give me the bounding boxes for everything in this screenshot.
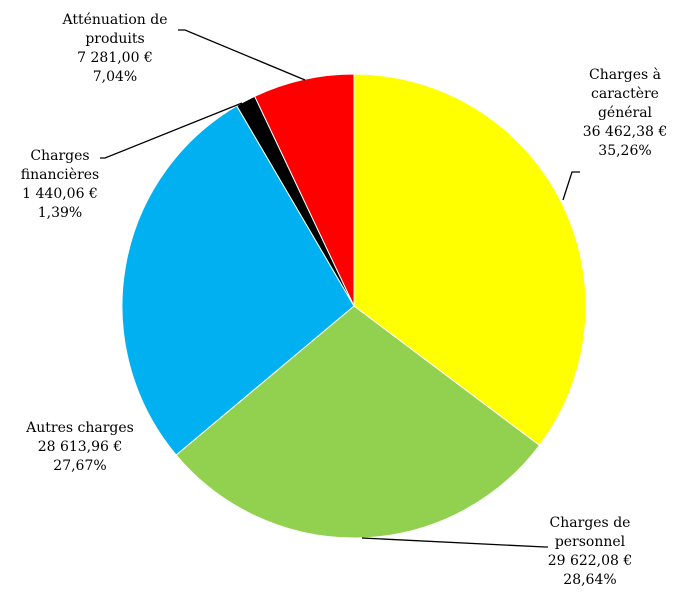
label-name: Atténuation de produits	[62, 12, 168, 47]
slice	[175, 305, 541, 539]
label-value: 1 440,06 €	[22, 186, 98, 202]
label-value: 29 622,08 €	[547, 553, 633, 569]
data-label: Autres charges 28 613,96 € 27,67%	[10, 419, 150, 476]
label-name: Charges à caractère général	[589, 67, 661, 121]
label-name: Charges de personnel	[549, 515, 631, 550]
label-percent: 7,04%	[92, 69, 138, 85]
slice	[353, 73, 587, 447]
leader-line	[562, 171, 580, 201]
label-percent: 27,67%	[53, 458, 107, 474]
leader-line	[178, 29, 306, 81]
data-label: Charges financières 1 440,06 € 1,39%	[5, 147, 115, 223]
leader-line	[100, 102, 243, 159]
slice	[121, 105, 355, 456]
label-percent: 1,39%	[37, 205, 83, 221]
label-value: 7 281,00 €	[77, 50, 153, 66]
data-label: Atténuation de produits 7 281,00 € 7,04%	[40, 11, 190, 87]
data-label: Charges à caractère général 36 462,38 € 35…	[575, 66, 675, 161]
leader-line	[361, 537, 548, 548]
label-value: 28 613,96 €	[37, 439, 123, 455]
label-name: Autres charges	[26, 420, 134, 436]
data-label: Charges de personnel 29 622,08 € 28,64%	[540, 514, 640, 590]
label-value: 36 462,38 €	[582, 124, 668, 140]
label-percent: 35,26%	[598, 143, 652, 159]
label-percent: 28,64%	[563, 572, 617, 588]
label-name: Charges financières	[20, 148, 100, 183]
